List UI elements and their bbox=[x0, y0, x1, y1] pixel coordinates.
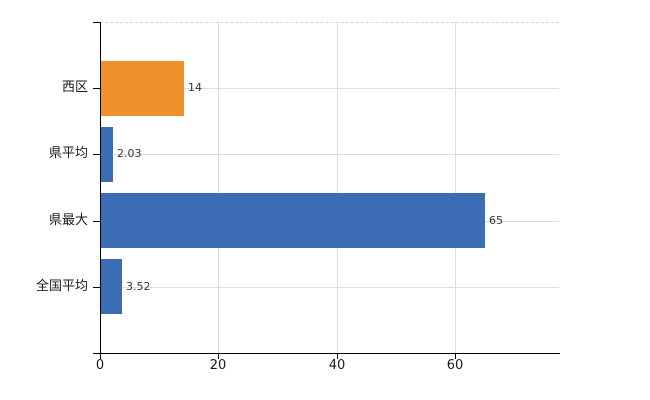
y-axis-tick bbox=[93, 287, 100, 288]
x-axis-tick bbox=[337, 354, 338, 359]
vertical-gridline bbox=[337, 22, 338, 353]
vertical-gridline bbox=[218, 22, 219, 353]
x-tick-label: 0 bbox=[95, 358, 105, 373]
category-label: 西区 bbox=[61, 80, 88, 95]
x-tick-label: 60 bbox=[446, 358, 464, 373]
x-axis-tick bbox=[218, 354, 219, 359]
bar bbox=[101, 127, 113, 182]
bar-value-label: 2.03 bbox=[117, 147, 142, 160]
category-label: 県平均 bbox=[48, 146, 88, 161]
bar-value-label: 3.52 bbox=[126, 280, 151, 293]
x-axis-tick bbox=[455, 354, 456, 359]
category-label: 全国平均 bbox=[35, 279, 88, 294]
x-axis-line bbox=[93, 353, 560, 354]
horizontal-gridline bbox=[100, 154, 559, 155]
y-axis-tick bbox=[93, 22, 100, 23]
y-axis-line bbox=[100, 22, 101, 353]
bar-value-label: 65 bbox=[489, 214, 503, 227]
y-axis-tick bbox=[93, 221, 100, 222]
y-axis-tick bbox=[93, 88, 100, 89]
x-tick-label: 40 bbox=[328, 358, 346, 373]
bar bbox=[101, 61, 184, 116]
x-tick-label: 20 bbox=[209, 358, 227, 373]
horizontal-gridline bbox=[100, 287, 559, 288]
bar-value-label: 14 bbox=[188, 81, 202, 94]
plot-top-border bbox=[100, 22, 559, 23]
category-label: 県最大 bbox=[48, 213, 88, 228]
x-axis-tick bbox=[100, 354, 101, 359]
vertical-gridline bbox=[455, 22, 456, 353]
bar bbox=[101, 259, 122, 314]
bar bbox=[101, 193, 485, 248]
horizontal-gridline bbox=[100, 88, 559, 89]
plot-area: 14 2.03 65 3.52 bbox=[100, 22, 559, 353]
y-axis-tick bbox=[93, 154, 100, 155]
